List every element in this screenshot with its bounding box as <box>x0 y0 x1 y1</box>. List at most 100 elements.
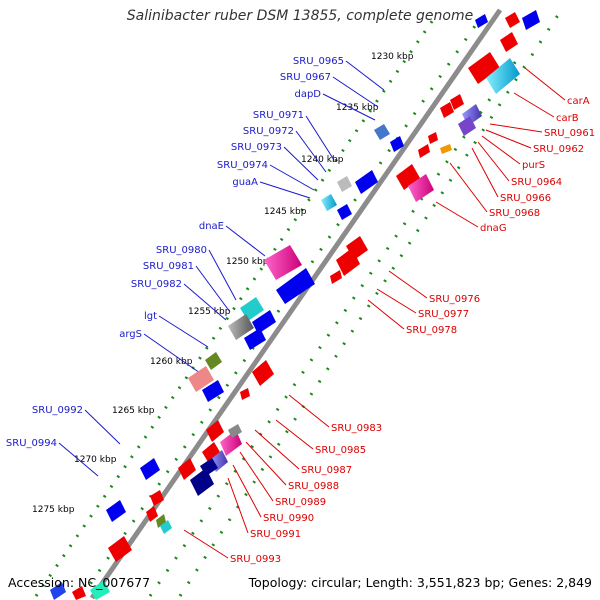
gene-label-forward: SRU_0994 <box>6 438 57 449</box>
gene-feature <box>276 268 315 304</box>
leader-line <box>481 135 521 165</box>
gene-feature <box>228 424 242 438</box>
leader-line <box>471 147 499 198</box>
gene-feature <box>50 582 66 600</box>
gene-feature <box>72 586 86 600</box>
gene-feature <box>188 366 214 392</box>
gene-feature <box>500 32 518 52</box>
leader-line <box>143 333 201 374</box>
outer-tick-track <box>34 13 439 597</box>
gene-feature <box>321 194 337 211</box>
leader-line <box>524 67 566 101</box>
leader-line <box>477 141 510 182</box>
gene-label-reverse: SRU_0977 <box>418 309 469 320</box>
gene-feature <box>396 164 420 190</box>
gene-feature <box>160 520 172 534</box>
leader-line <box>332 76 379 108</box>
gene-label-reverse: SRU_0985 <box>315 445 366 456</box>
gene-label-reverse: SRU_0961 <box>544 128 595 139</box>
scale-label: 1260 kbp <box>150 357 193 367</box>
gene-label-forward: SRU_0973 <box>231 142 282 153</box>
gene-label-forward: SRU_0965 <box>293 56 344 67</box>
scale-label: 1255 kbp <box>188 307 231 317</box>
scale-label: 1265 kbp <box>112 406 155 416</box>
gene-feature <box>450 94 464 110</box>
minus-strand-features <box>72 10 540 600</box>
leader-line <box>84 409 121 445</box>
scale-label: 1270 kbp <box>74 455 117 465</box>
gene-feature <box>244 328 266 350</box>
leader-line <box>254 429 300 470</box>
gene-label-reverse: purS <box>522 160 545 171</box>
gene-label-forward: SRU_0992 <box>32 405 83 416</box>
leader-line <box>489 123 543 133</box>
leader-line <box>208 249 237 301</box>
gene-label-forward: guaA <box>232 177 258 188</box>
leader-line <box>158 315 209 348</box>
gene-feature <box>90 580 110 600</box>
gene-feature <box>202 442 220 462</box>
gene-feature <box>475 14 488 28</box>
gene-feature <box>408 174 434 202</box>
gene-feature <box>228 314 254 340</box>
leader-line <box>227 477 249 534</box>
gene-feature <box>355 170 378 194</box>
leader-line <box>183 529 229 559</box>
gene-feature <box>440 144 452 154</box>
plus-strand-features <box>50 14 488 600</box>
leader-line <box>305 115 335 161</box>
leader-line <box>345 60 385 91</box>
scale-label: 1275 kbp <box>32 505 75 515</box>
leader-line <box>269 164 315 191</box>
gene-feature <box>202 380 224 402</box>
gene-label-reverse: SRU_0989 <box>275 497 326 508</box>
gene-label-reverse: SRU_0962 <box>533 144 584 155</box>
leader-line <box>376 288 417 314</box>
map-title: Salinibacter ruber DSM 13855, complete g… <box>126 8 474 24</box>
scale-label: 1230 kbp <box>371 52 414 62</box>
leader-line <box>275 419 314 450</box>
gene-label-reverse: carA <box>567 96 590 107</box>
scale-label: 1235 kbp <box>336 103 379 113</box>
gene-feature <box>337 176 352 192</box>
gene-label-reverse: SRU_0990 <box>263 513 314 524</box>
gene-feature <box>190 468 214 496</box>
gene-label-reverse: SRU_0964 <box>511 177 562 188</box>
gene-label-reverse: SRU_0966 <box>500 193 551 204</box>
gene-feature <box>264 245 302 280</box>
gene-label-reverse: SRU_0987 <box>301 465 352 476</box>
leader-line <box>485 129 532 149</box>
inner-track-right <box>148 54 522 597</box>
gene-label-reverse: SRU_0983 <box>331 423 382 434</box>
gene-label-reverse: SRU_0978 <box>406 325 457 336</box>
gene-feature <box>440 102 454 118</box>
leader-line <box>232 464 262 518</box>
gene-label-forward: SRU_0980 <box>156 245 207 256</box>
gene-feature <box>468 52 500 84</box>
gene-label-forward: SRU_0982 <box>131 279 182 290</box>
leader-line <box>322 93 376 121</box>
gene-feature <box>106 500 126 522</box>
leader-line <box>283 146 319 181</box>
gene-feature <box>330 270 342 284</box>
gene-feature <box>428 132 438 144</box>
gene-feature <box>252 360 274 386</box>
gene-label-forward: SRU_0974 <box>217 160 268 171</box>
gene-feature <box>505 12 520 28</box>
gene-feature <box>220 430 242 456</box>
gene-label-forward: dapD <box>294 89 321 100</box>
gene-feature <box>336 248 360 276</box>
genome-summary: Topology: circular; Length: 3,551,823 bp… <box>248 575 592 590</box>
gene-label-forward: SRU_0967 <box>280 72 331 83</box>
gene-label-forward: SRU_0972 <box>243 126 294 137</box>
gene-label-reverse: dnaG <box>480 223 507 234</box>
gene-label-forward: argS <box>119 329 142 340</box>
leader-line <box>295 130 327 173</box>
gene-feature <box>458 116 476 136</box>
leader-line <box>183 283 227 321</box>
leader-line <box>245 441 287 486</box>
gene-feature <box>522 10 540 30</box>
gene-label-forward: SRU_0971 <box>253 110 304 121</box>
leader-line <box>513 92 555 118</box>
